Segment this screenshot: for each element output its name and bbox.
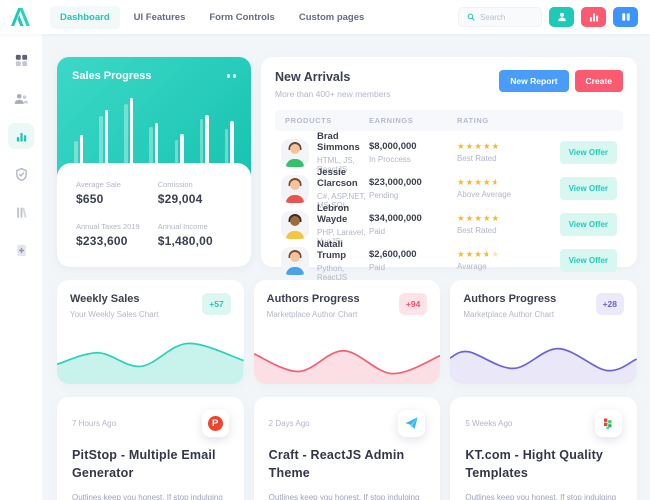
article-body: Outlines keep you honest. If stop indulg… xyxy=(268,493,420,500)
logo-icon xyxy=(11,8,30,26)
main-menu: Dashboard UI Features Form Controls Cust… xyxy=(50,5,374,29)
authors-progress-chart xyxy=(253,332,441,384)
star-rating: ★★★★★ xyxy=(457,250,553,259)
stat-annual-income: Annual Income $1,480,00 xyxy=(157,222,213,248)
stat-comission: Comission $29,004 xyxy=(157,180,203,206)
avatar xyxy=(281,210,309,239)
table-row: Brad Simmons HTML, JS, ReactJS $8,000,00… xyxy=(275,131,623,174)
top-navbar: Dashboard UI Features Form Controls Cust… xyxy=(0,0,650,34)
metric-badge: +94 xyxy=(398,293,428,315)
avatar xyxy=(281,138,309,167)
star-rating: ★★★★★ xyxy=(457,141,501,152)
star-rating: ★★★★★ xyxy=(457,178,553,187)
users-icon xyxy=(14,93,28,104)
library-icon xyxy=(16,206,26,218)
app-logo[interactable] xyxy=(0,7,42,27)
sidebar-item-dashboard[interactable] xyxy=(8,47,34,73)
authors-progress-chart-2 xyxy=(450,332,638,384)
view-offer-button[interactable]: View Offer xyxy=(559,213,617,236)
view-offer-button[interactable]: View Offer xyxy=(559,141,617,164)
table-row: Lebron Wayde PHP, Laravel, VueJS $34,000… xyxy=(275,203,623,246)
pitstop-logo-icon: P xyxy=(201,410,229,437)
article-card-craft[interactable]: 2 Days Ago Craft - ReactJS Admin Theme O… xyxy=(253,397,441,500)
new-arrivals-card: New Arrivals More than 400+ new members … xyxy=(261,57,637,282)
grid-icon xyxy=(15,54,27,66)
create-button[interactable]: Create xyxy=(574,70,623,92)
view-offer-button[interactable]: View Offer xyxy=(559,249,617,272)
bar-chart-icon xyxy=(589,13,598,22)
file-plus-icon xyxy=(16,244,26,256)
weekly-sales-chart xyxy=(57,332,244,384)
menu-item-custom-pages[interactable]: Custom pages xyxy=(298,11,365,23)
main-content: Sales Progress Average Sale $650 Comissi… xyxy=(42,34,650,500)
authors-progress-card: Authors Progress Marketplace Author Char… xyxy=(253,280,441,384)
kt-logo-icon xyxy=(595,410,623,437)
view-offer-button[interactable]: View Offer xyxy=(559,177,617,200)
icon-sidebar xyxy=(0,34,42,500)
search-input[interactable] xyxy=(480,12,533,22)
sales-stats-panel: Average Sale $650 Comission $29,004 Annu… xyxy=(57,163,251,267)
article-body: Outlines keep you honest. If stop indulg… xyxy=(465,493,617,500)
weekly-sales-card: Weekly Sales Your Weekly Sales Chart +57 xyxy=(57,280,244,384)
user-icon xyxy=(557,12,566,22)
new-arrivals-subtitle: More than 400+ new members xyxy=(275,89,391,99)
menu-item-dashboard[interactable]: Dashboard xyxy=(50,5,120,29)
sidebar-item-new-file[interactable] xyxy=(8,237,34,263)
article-title[interactable]: PitStop - Multiple Email Generator xyxy=(72,448,216,480)
search-icon xyxy=(467,13,475,21)
chart-button[interactable] xyxy=(581,7,606,27)
sidebar-item-reports[interactable] xyxy=(8,123,34,149)
shield-check-icon xyxy=(15,167,27,181)
sales-bar-chart xyxy=(74,89,234,175)
table-row: Jessie Clarcson C#, ASP.NET, MS SQL $23,… xyxy=(275,167,623,210)
avatar xyxy=(281,246,309,275)
table-header: PRODUCTS EARNINGS RATING xyxy=(275,110,623,131)
article-title[interactable]: Craft - ReactJS Admin Theme xyxy=(268,448,405,480)
avatar xyxy=(281,174,309,203)
sales-progress-card: Sales Progress Average Sale $650 Comissi… xyxy=(57,57,251,267)
menu-item-form-controls[interactable]: Form Controls xyxy=(209,11,275,23)
bar-chart-icon xyxy=(16,132,26,142)
article-card-ktcom[interactable]: 5 Weeks Ago KT.com - Hight Quality Templ… xyxy=(450,397,638,500)
article-card-pitstop[interactable]: 7 Hours Ago P PitStop - Multiple Email G… xyxy=(57,397,244,500)
new-report-button[interactable]: New Report xyxy=(499,70,569,92)
metric-badge: +57 xyxy=(202,293,231,315)
metric-badge: +28 xyxy=(595,293,625,315)
menu-item-ui-features[interactable]: UI Features xyxy=(133,11,186,23)
paper-plane-icon xyxy=(398,410,426,437)
sales-progress-title: Sales Progress xyxy=(72,70,152,82)
new-arrivals-title: New Arrivals xyxy=(275,70,351,84)
card-menu-dots[interactable] xyxy=(226,74,236,78)
sidebar-item-library[interactable] xyxy=(8,199,34,225)
stat-annual-taxes: Annual Taxes 2019 $233,600 xyxy=(76,222,140,248)
authors-progress-card-2: Authors Progress Marketplace Author Char… xyxy=(450,280,638,384)
search-box[interactable] xyxy=(458,7,542,27)
columns-icon xyxy=(621,13,630,21)
sidebar-item-security[interactable] xyxy=(8,161,34,187)
sidebar-item-users[interactable] xyxy=(8,85,34,111)
article-body: Outlines keep you honest. If stop indulg… xyxy=(72,493,223,500)
star-rating: ★★★★★ xyxy=(457,213,501,224)
article-title[interactable]: KT.com - Hight Quality Templates xyxy=(465,448,604,480)
user-button[interactable] xyxy=(549,7,574,27)
columns-button[interactable] xyxy=(613,7,638,27)
stat-average-sale: Average Sale $650 xyxy=(76,180,121,206)
table-row: Natali Trump Python, ReactJS $2,600,000 … xyxy=(275,239,623,282)
